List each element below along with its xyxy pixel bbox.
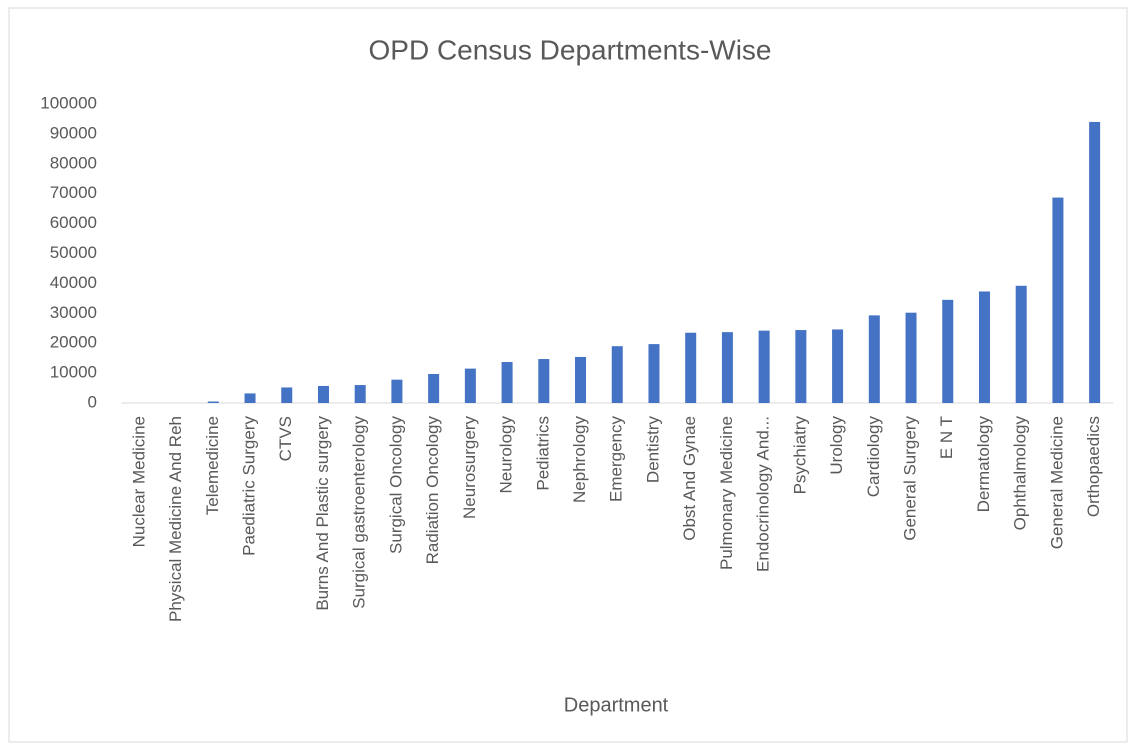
bar [868,315,880,403]
x-tick-label: Cardiology [864,416,883,498]
bar [538,359,550,403]
bar [391,379,403,403]
x-tick-label: Pediatrics [533,416,552,491]
x-tick-label: Burns And Plastic surgery [313,416,332,611]
x-tick-label: Nuclear Medicine [129,416,148,547]
y-tick-label: 80000 [50,153,97,172]
y-tick-label: 20000 [50,333,97,352]
bar [648,344,660,403]
x-tick-label: Nephrology [570,416,589,503]
bar [501,362,513,403]
y-tick-label: 70000 [50,183,97,202]
bar [281,387,293,403]
y-tick-label: 0 [88,392,97,411]
bar [942,299,954,403]
x-tick-label: General Medicine [1047,416,1066,549]
bar [244,393,256,403]
x-tick-label: Surgical Oncology [386,416,405,554]
bar [1052,197,1064,403]
bar [758,330,770,403]
x-tick-label: Telemedicine [203,416,222,515]
x-tick-label: Dermatology [974,416,993,513]
y-tick-label: 40000 [50,273,97,292]
bar [978,291,990,403]
x-tick-label: E N T [937,416,956,459]
y-tick-label: 60000 [50,213,97,232]
bar [464,368,476,403]
chart-border [8,7,1128,743]
x-tick-label: Paediatric Surgery [240,416,259,556]
x-tick-label: General Surgery [901,416,920,541]
bar [611,346,623,403]
x-tick-label: Neurosurgery [460,416,479,519]
y-tick-label: 50000 [50,243,97,262]
x-tick-label: Orthopaedics [1084,416,1103,517]
x-tick-label: Endocrinology And... [754,416,773,572]
chart-title: OPD Census Departments-Wise [368,34,771,65]
x-tick-label: Obst And Gynae [680,416,699,541]
x-tick-label: Pulmonary Medicine [717,416,736,570]
x-tick-label: Ophthalmology [1011,416,1030,531]
x-tick-label: CTVS [276,416,295,461]
x-tick-label: Physical Medicine And Reh [166,416,185,622]
x-tick-label: Urology [827,416,846,475]
y-tick-label: 90000 [50,123,97,142]
bar [428,373,440,403]
x-tick-label: Psychiatry [790,416,809,495]
x-tick-label: Dentistry [643,416,662,484]
bar [317,385,329,403]
y-tick-label: 100000 [40,93,97,112]
bar [685,332,697,403]
x-tick-label: Radiation Oncology [423,416,442,565]
x-axis-title: Department [564,694,669,716]
bar [575,356,587,403]
x-tick-label: Surgical gastroenterology [350,416,369,609]
x-tick-label: Emergency [607,416,626,502]
bar [1089,121,1101,403]
bar [721,332,733,403]
bar [832,329,844,403]
x-tick-label: Neurology [497,416,516,494]
bar [1015,285,1027,403]
bar [795,330,807,403]
y-tick-label: 10000 [50,363,97,382]
bar [354,385,366,403]
bar [905,312,917,403]
y-tick-label: 30000 [50,303,97,322]
bar [207,401,219,403]
